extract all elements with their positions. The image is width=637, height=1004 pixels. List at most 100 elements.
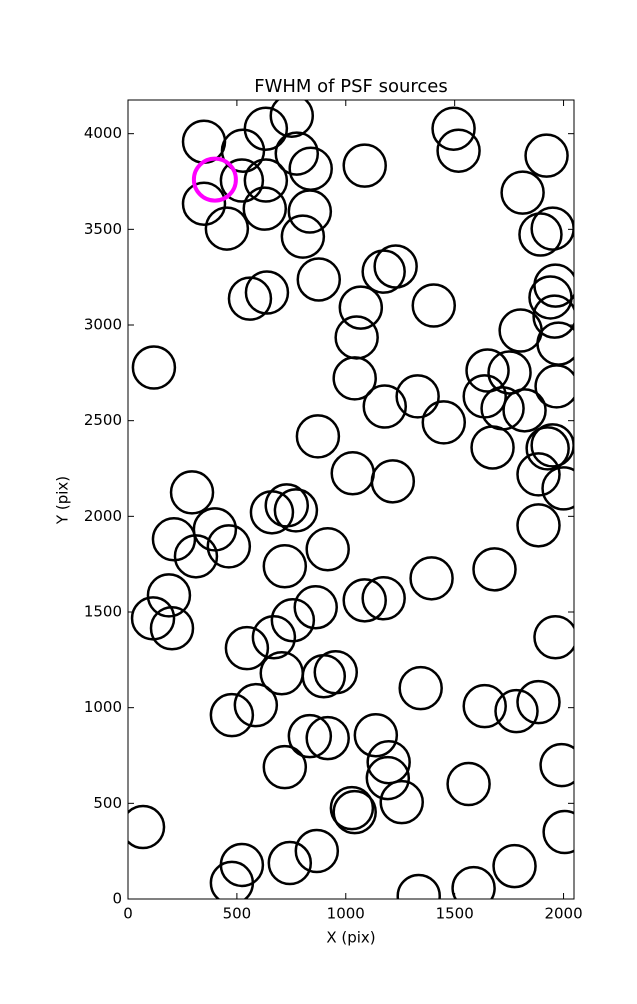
source-circle (305, 715, 350, 761)
x-tick-label: 500 (223, 905, 252, 923)
source-circle (294, 828, 340, 874)
source-circle (379, 779, 424, 825)
source-circle (525, 426, 570, 471)
y-tick-label: 1500 (84, 603, 122, 621)
source-circle (293, 584, 338, 630)
source-circle (295, 414, 341, 459)
source-circle (146, 573, 192, 618)
source-circle (524, 133, 569, 178)
source-circle (191, 156, 238, 203)
x-axis-label: X (pix) (326, 929, 375, 947)
source-circle (287, 189, 333, 234)
source-circle (532, 294, 574, 339)
source-circle (398, 665, 443, 711)
source-circle (287, 713, 333, 759)
source-circle (243, 106, 289, 151)
source-circle (542, 809, 574, 855)
source-circle (342, 143, 387, 188)
source-circle (534, 364, 574, 409)
source-circle (541, 466, 574, 511)
source-circle (270, 597, 316, 643)
x-tick-label: 0 (123, 905, 133, 923)
source-circle (366, 739, 411, 785)
y-tick-label: 4000 (84, 124, 122, 142)
source-circle (533, 615, 574, 660)
source-circle (446, 761, 491, 807)
source-circle (209, 860, 255, 899)
source-circle (411, 283, 457, 328)
x-tick-label: 2000 (544, 905, 582, 923)
source-circle (516, 452, 561, 497)
y-tick-label: 2000 (84, 507, 122, 525)
source-circle (243, 158, 289, 203)
source-circle (465, 348, 510, 393)
source-circle (280, 214, 326, 259)
source-circle (128, 804, 166, 850)
source-circle (451, 865, 496, 899)
source-circle (361, 575, 406, 621)
source-circle (313, 650, 359, 695)
source-circle (409, 556, 454, 601)
source-circle (494, 688, 539, 734)
y-tick-label: 3000 (84, 316, 122, 334)
y-tick-label: 500 (93, 794, 122, 812)
y-tick-label: 2500 (84, 411, 122, 429)
source-circle (498, 308, 543, 353)
source-circle (169, 470, 215, 515)
y-tick-label: 0 (112, 890, 122, 908)
source-circle (395, 374, 440, 419)
y-tick-label: 1000 (84, 698, 122, 716)
source-circle (296, 257, 342, 302)
x-tick-label: 1500 (436, 905, 474, 923)
source-circle (204, 206, 250, 251)
source-circle (149, 606, 195, 651)
source-circle (500, 170, 545, 215)
source-circle (224, 625, 270, 671)
y-tick-label: 3500 (84, 220, 122, 238)
source-circle (516, 503, 561, 548)
plot-frame (127, 99, 575, 900)
source-circle (353, 712, 399, 758)
source-circle (342, 578, 387, 623)
chart-title: FWHM of PSF sources (254, 76, 448, 97)
source-circle (431, 106, 476, 151)
source-circle (173, 534, 219, 579)
source-circle (502, 388, 547, 433)
source-circle (131, 345, 177, 390)
source-circle (233, 682, 279, 728)
source-circle (528, 275, 573, 320)
source-circle (472, 547, 517, 592)
source-circle (273, 488, 319, 533)
source-circle (421, 400, 467, 445)
source-circle (462, 683, 507, 729)
source-circle (274, 131, 320, 176)
source-circle (362, 384, 408, 429)
source-circle (487, 350, 532, 395)
source-circle (242, 186, 288, 231)
source-circle (209, 692, 255, 738)
source-circle (436, 128, 481, 173)
source-circle (516, 679, 561, 725)
plot-area (128, 100, 574, 899)
source-circle (332, 356, 377, 401)
source-circle (396, 873, 441, 899)
source-circle (338, 285, 384, 330)
source-circle (470, 425, 515, 470)
source-circle (365, 755, 411, 801)
source-circle (332, 789, 377, 835)
source-circle (262, 544, 308, 589)
source-circle (329, 785, 375, 831)
source-circle (251, 615, 297, 660)
source-circle (305, 526, 350, 572)
source-circle (492, 843, 537, 889)
source-circle (181, 181, 227, 226)
source-circle (269, 100, 315, 138)
source-circle (262, 744, 308, 790)
x-tick-label: 1000 (327, 905, 365, 923)
source-circle (244, 270, 290, 315)
source-circle (361, 249, 406, 294)
source-circle (267, 840, 313, 886)
source-circle (219, 158, 265, 203)
